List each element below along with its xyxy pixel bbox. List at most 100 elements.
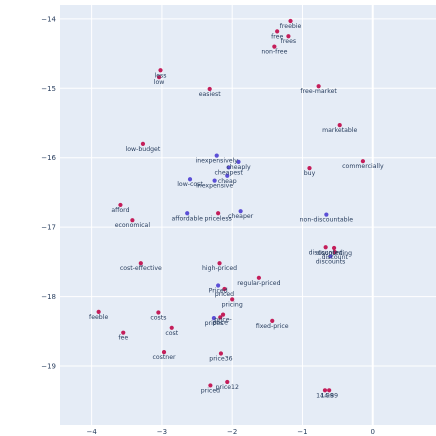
point-label: commercially bbox=[342, 163, 384, 170]
point-label: discounts bbox=[316, 258, 346, 265]
x-tick-label: −4 bbox=[86, 428, 97, 436]
data-point[interactable] bbox=[156, 310, 161, 315]
point-label: cost-effective bbox=[120, 265, 162, 272]
data-point[interactable] bbox=[218, 315, 223, 320]
data-point[interactable] bbox=[286, 34, 291, 39]
point-label: cheap bbox=[218, 178, 237, 185]
point-label: costs bbox=[150, 315, 166, 322]
data-point[interactable] bbox=[256, 275, 261, 280]
data-point[interactable] bbox=[328, 254, 333, 259]
data-point[interactable] bbox=[140, 141, 146, 146]
point-label: high-priced bbox=[202, 265, 237, 272]
data-point[interactable] bbox=[222, 286, 227, 292]
data-point[interactable] bbox=[230, 297, 235, 302]
data-point[interactable] bbox=[212, 178, 217, 183]
gridlines bbox=[60, 5, 436, 425]
point-label: discounted bbox=[309, 249, 343, 256]
data-point[interactable] bbox=[270, 318, 275, 323]
data-point[interactable] bbox=[360, 159, 366, 164]
point-label: pricing bbox=[222, 301, 243, 308]
data-point[interactable] bbox=[226, 165, 231, 170]
point-label: low-cost bbox=[177, 181, 203, 188]
data-point[interactable] bbox=[322, 388, 328, 393]
data-point[interactable] bbox=[236, 159, 241, 164]
data-point[interactable] bbox=[220, 312, 226, 317]
y-tick-label: −18 bbox=[41, 293, 56, 301]
point-label: fee bbox=[118, 335, 128, 342]
data-point[interactable] bbox=[307, 166, 312, 171]
y-tick-label: −15 bbox=[41, 85, 56, 93]
point-label: 14.99 bbox=[316, 392, 334, 399]
point-label: cheapest bbox=[215, 169, 244, 176]
data-point[interactable] bbox=[185, 211, 190, 216]
data-point[interactable] bbox=[225, 173, 230, 178]
axis-ticks: −4 −3 −2 −1 0 −14 −15 −16 −17 −18 −19 bbox=[41, 15, 375, 436]
data-point[interactable] bbox=[217, 261, 222, 266]
point-label: freebie bbox=[280, 23, 302, 30]
data-point[interactable] bbox=[238, 209, 243, 214]
data-point[interactable] bbox=[121, 330, 126, 335]
y-tick-label: −14 bbox=[41, 15, 56, 23]
data-point[interactable] bbox=[225, 379, 230, 385]
point-label: price12 bbox=[216, 384, 239, 391]
x-tick-label: −1 bbox=[297, 428, 307, 436]
point-label: marketable bbox=[322, 127, 357, 134]
point-label: free-market bbox=[300, 88, 337, 95]
point-label: buy bbox=[304, 170, 316, 177]
data-point[interactable] bbox=[216, 283, 221, 288]
data-point[interactable] bbox=[316, 84, 321, 89]
point-label: affordable bbox=[171, 215, 203, 222]
point-label: feeble bbox=[89, 314, 108, 321]
data-point[interactable] bbox=[275, 29, 280, 34]
point-label: price bbox=[213, 319, 229, 326]
point-label: regular-priced bbox=[237, 280, 280, 287]
point-label: low bbox=[154, 79, 165, 86]
point-label: price36 bbox=[209, 355, 232, 362]
data-point[interactable] bbox=[130, 218, 135, 223]
data-point[interactable] bbox=[208, 383, 213, 388]
point-label: priced bbox=[201, 387, 220, 394]
y-tick-label: −19 bbox=[41, 362, 56, 370]
data-point[interactable] bbox=[211, 315, 217, 321]
data-point[interactable] bbox=[156, 75, 162, 80]
data-point[interactable] bbox=[158, 68, 163, 73]
point-label: priced bbox=[215, 291, 234, 298]
data-point[interactable] bbox=[161, 350, 167, 355]
data-point[interactable] bbox=[272, 44, 277, 49]
data-point[interactable] bbox=[118, 202, 123, 208]
data-point[interactable] bbox=[218, 351, 224, 356]
point-label: free bbox=[271, 33, 283, 40]
x-tick-label: 0 bbox=[371, 428, 375, 436]
point-label: priceless bbox=[204, 215, 231, 222]
point-label: costner bbox=[152, 354, 176, 361]
point-label: non-free bbox=[261, 49, 287, 56]
point-label: less bbox=[155, 72, 167, 79]
data-point[interactable] bbox=[337, 122, 342, 128]
data-point[interactable] bbox=[331, 245, 337, 251]
point-label: price- bbox=[214, 317, 232, 324]
point-label: non-discountable bbox=[300, 217, 354, 224]
point-label: economical bbox=[115, 222, 151, 229]
y-tick-label: −17 bbox=[41, 224, 56, 232]
point-label: Priced bbox=[209, 287, 228, 294]
data-point[interactable] bbox=[332, 250, 337, 255]
data-point[interactable] bbox=[169, 325, 174, 330]
point-label: easiest bbox=[199, 91, 222, 98]
data-point[interactable] bbox=[187, 177, 193, 182]
data-point[interactable] bbox=[207, 86, 212, 92]
data-point[interactable] bbox=[288, 18, 293, 24]
x-tick-label: −2 bbox=[227, 428, 237, 436]
point-label: inexpensively bbox=[195, 158, 238, 165]
data-point[interactable] bbox=[323, 245, 328, 250]
data-point[interactable] bbox=[214, 153, 219, 158]
data-points bbox=[96, 18, 366, 393]
data-point[interactable] bbox=[216, 211, 221, 216]
data-point[interactable] bbox=[324, 212, 329, 217]
data-point[interactable] bbox=[138, 261, 143, 266]
data-point[interactable] bbox=[327, 388, 332, 393]
point-label: cheaper bbox=[228, 213, 254, 220]
data-point[interactable] bbox=[96, 309, 101, 314]
point-label: cheaply bbox=[226, 164, 251, 171]
